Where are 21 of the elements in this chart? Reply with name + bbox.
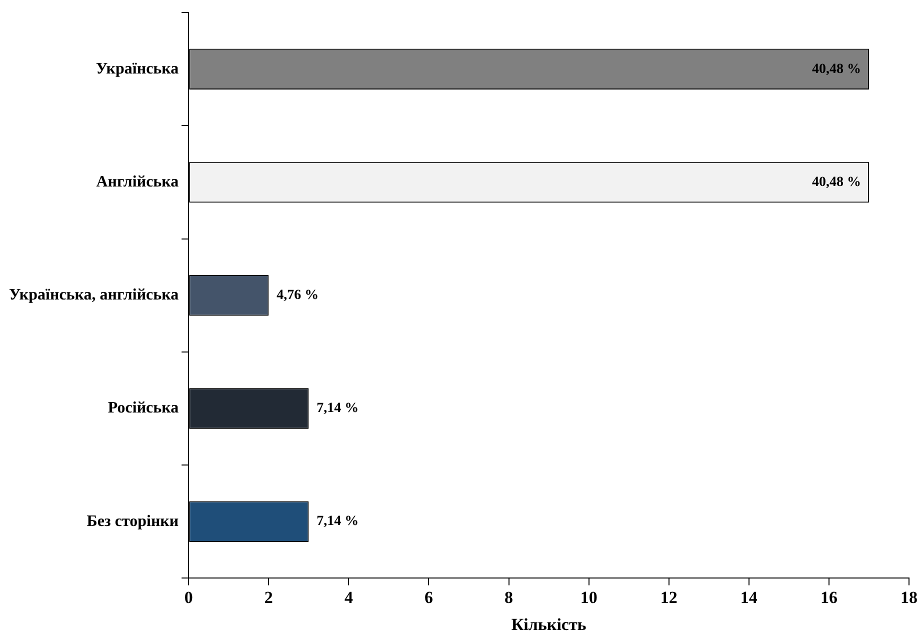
annotation: 7,14 % — [316, 401, 359, 416]
annotation: 4,76 % — [276, 288, 319, 304]
x-tick-label: 0 — [184, 588, 193, 607]
y-tick-label: Українська — [96, 60, 179, 78]
y-tick-label: Англійська — [96, 173, 179, 190]
x-tick-label: 8 — [504, 588, 514, 607]
x-axis-title: Кількість — [511, 615, 586, 634]
annotation: 7,14 % — [316, 514, 359, 530]
x-tick-label: 10 — [580, 588, 598, 607]
x-tick-label: 14 — [740, 588, 758, 607]
x-tick-label: 4 — [344, 588, 354, 607]
x-tick-label: 2 — [264, 588, 273, 607]
annotation: 40,48 % — [812, 174, 861, 190]
y-tick-label: Українська, англійська — [8, 286, 179, 304]
y-tick-label: Російська — [108, 400, 179, 417]
y-tick-label: Без сторінки — [86, 512, 179, 530]
x-tick-label: 6 — [424, 588, 433, 607]
x-tick-label: 12 — [660, 588, 678, 607]
annotation: 40,48 % — [812, 62, 861, 77]
x-tick-label: 18 — [900, 588, 918, 607]
x-tick-label: 16 — [820, 588, 838, 607]
